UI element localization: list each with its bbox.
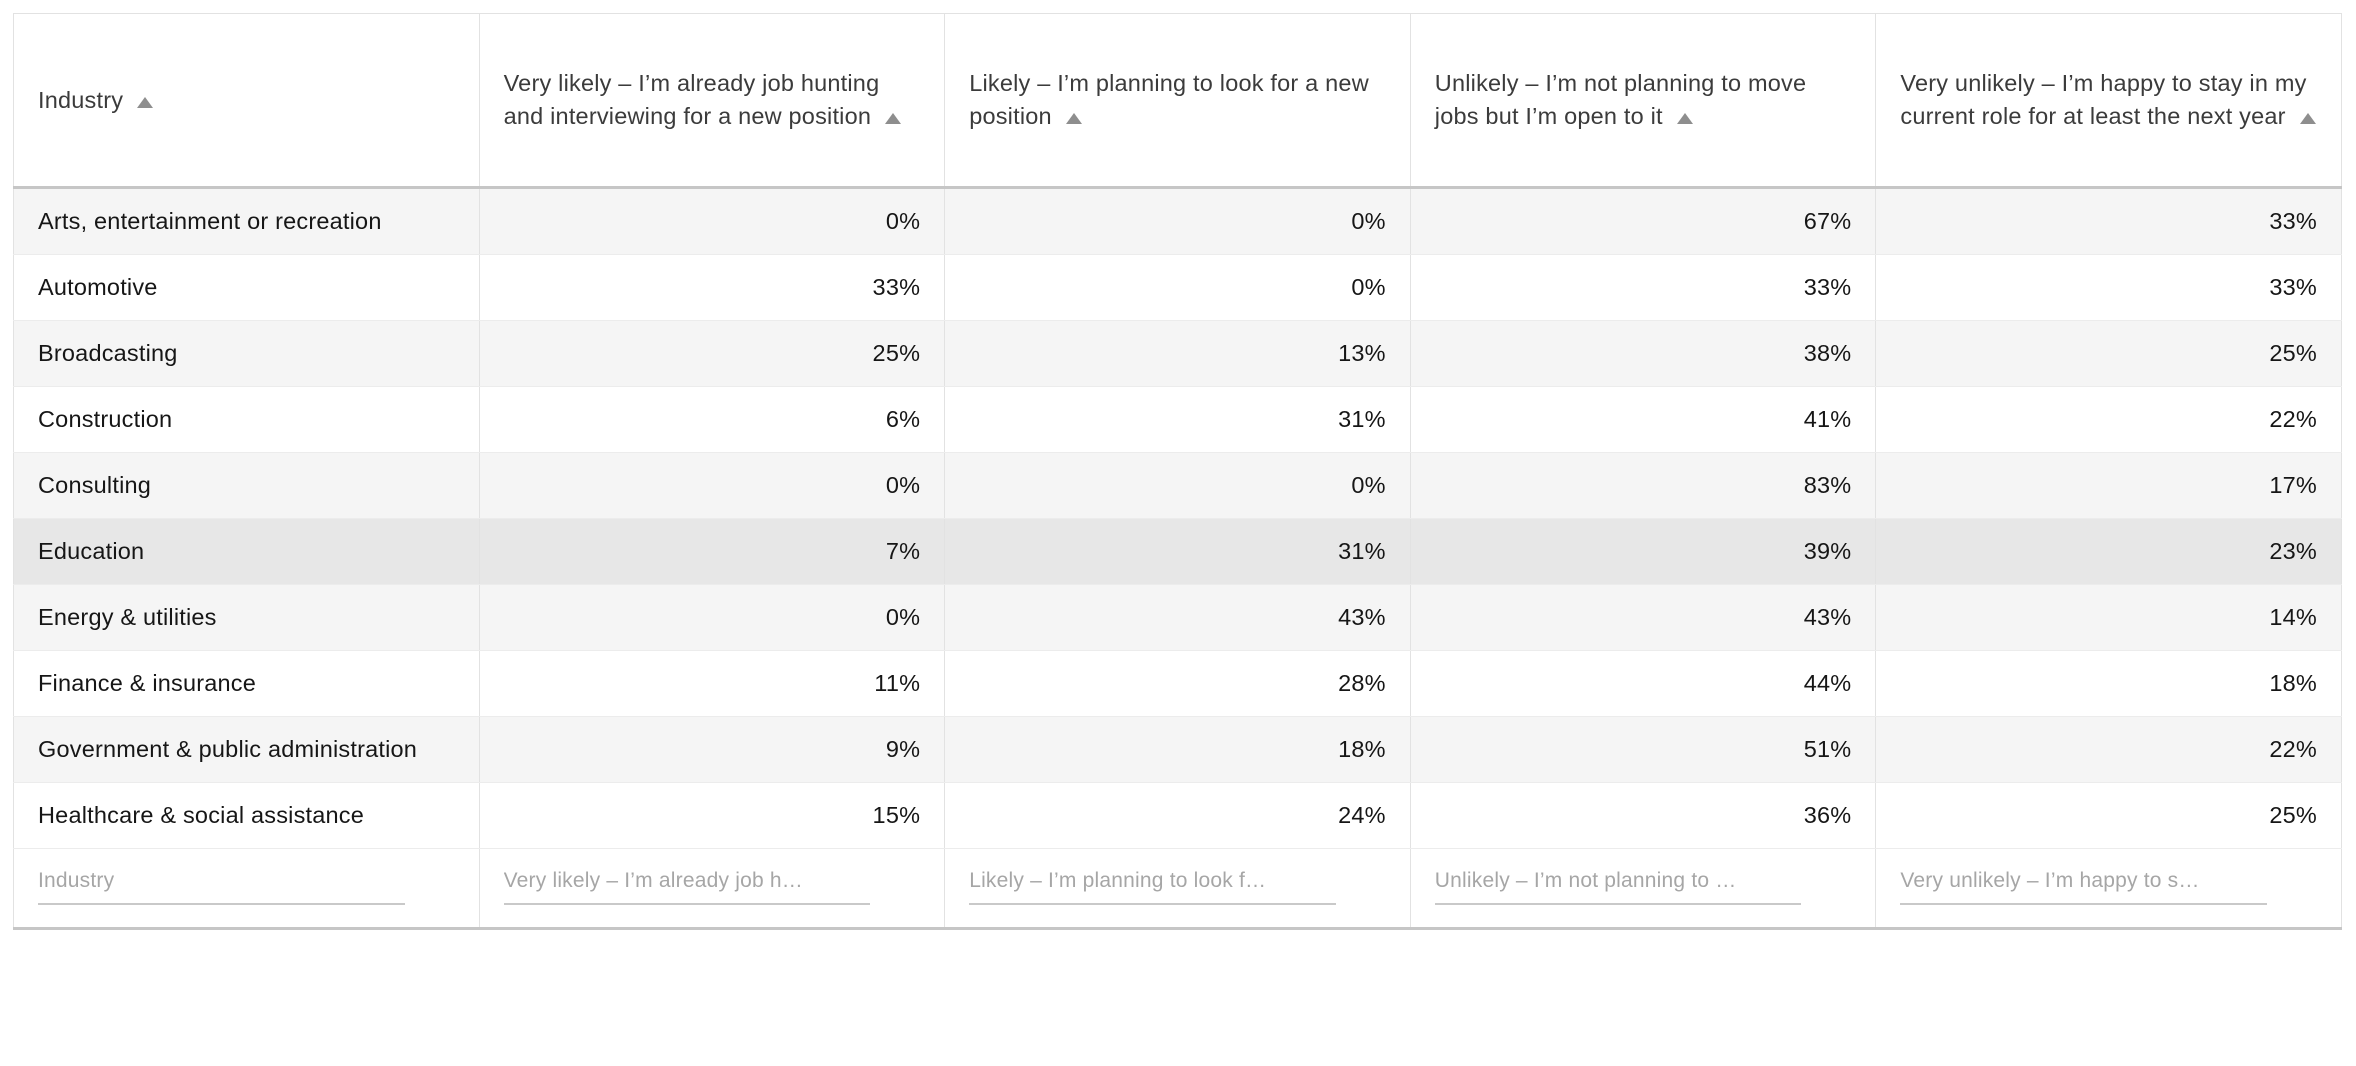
unlikely-value-cell: 51% — [1410, 716, 1877, 783]
very-likely-value-cell: 0% — [479, 452, 946, 519]
likely-value-cell: 18% — [944, 716, 1411, 783]
filter-input-very-unlikely[interactable] — [1900, 867, 2267, 905]
table-row[interactable]: Consulting 0% 0% 83% 17% — [13, 452, 2342, 519]
unlikely-value-cell: 39% — [1410, 518, 1877, 585]
very-likely-value-cell: 25% — [479, 320, 946, 387]
unlikely-value-cell: 38% — [1410, 320, 1877, 387]
filter-cell-industry — [13, 848, 480, 929]
sort-ascending-icon — [137, 96, 154, 108]
header-row: Industry Very likely – I’m already job h… — [13, 13, 2342, 189]
unlikely-value-cell: 43% — [1410, 584, 1877, 651]
likely-value-cell: 0% — [944, 254, 1411, 321]
filter-cell-unlikely — [1410, 848, 1877, 929]
filter-input-likely[interactable] — [969, 867, 1336, 905]
very-likely-value-cell: 7% — [479, 518, 946, 585]
industry-cell: Healthcare & social assistance — [13, 782, 480, 849]
sort-ascending-icon — [2299, 113, 2316, 124]
industry-cell: Construction — [13, 386, 480, 453]
column-header-label: Industry — [38, 86, 124, 113]
unlikely-value-cell: 44% — [1410, 650, 1877, 717]
very-unlikely-value-cell: 22% — [1875, 386, 2342, 453]
very-unlikely-value-cell: 23% — [1875, 518, 2342, 585]
unlikely-value-cell: 36% — [1410, 782, 1877, 849]
column-header-label: Unlikely – I’m not planning to move jobs… — [1434, 70, 1807, 129]
very-unlikely-value-cell: 25% — [1875, 782, 2342, 849]
very-unlikely-value-cell: 18% — [1875, 650, 2342, 717]
column-header-likely[interactable]: Likely – I’m planning to look for a new … — [944, 13, 1411, 189]
column-header-label: Very likely – I’m already job hunting an… — [503, 70, 880, 129]
industry-cell: Broadcasting — [13, 320, 480, 387]
column-header-very-unlikely[interactable]: Very unlikely – I’m happy to stay in my … — [1875, 13, 2342, 189]
likely-value-cell: 24% — [944, 782, 1411, 849]
column-header-industry[interactable]: Industry — [13, 13, 480, 189]
unlikely-value-cell: 67% — [1410, 187, 1877, 255]
table-row[interactable]: Government & public administration 9% 18… — [13, 716, 2342, 783]
column-header-very-likely[interactable]: Very likely – I’m already job hunting an… — [479, 13, 946, 189]
very-unlikely-value-cell: 25% — [1875, 320, 2342, 387]
very-unlikely-value-cell: 33% — [1875, 254, 2342, 321]
likely-value-cell: 31% — [944, 386, 1411, 453]
unlikely-value-cell: 33% — [1410, 254, 1877, 321]
table-row[interactable]: Education 7% 31% 39% 23% — [13, 518, 2342, 585]
table-row[interactable]: Arts, entertainment or recreation 0% 0% … — [13, 187, 2342, 255]
table-row[interactable]: Healthcare & social assistance 15% 24% 3… — [13, 782, 2342, 849]
industry-cell: Automotive — [13, 254, 480, 321]
filter-cell-likely — [944, 848, 1411, 929]
unlikely-value-cell: 83% — [1410, 452, 1877, 519]
industry-cell: Education — [13, 518, 480, 585]
table-row[interactable]: Finance & insurance 11% 28% 44% 18% — [13, 650, 2342, 717]
filter-input-unlikely[interactable] — [1434, 867, 1802, 905]
likely-value-cell: 0% — [944, 187, 1411, 255]
filter-row-container — [13, 848, 2342, 929]
table-row[interactable]: Construction 6% 31% 41% 22% — [13, 386, 2342, 453]
filter-input-industry[interactable] — [38, 867, 405, 905]
filter-cell-very-unlikely — [1875, 848, 2342, 929]
sort-ascending-icon — [1676, 113, 1693, 124]
likely-value-cell: 13% — [944, 320, 1411, 387]
very-unlikely-value-cell: 22% — [1875, 716, 2342, 783]
likely-value-cell: 0% — [944, 452, 1411, 519]
table-row[interactable]: Broadcasting 25% 13% 38% 25% — [13, 320, 2342, 387]
column-header-label: Likely – I’m planning to look for a new … — [969, 70, 1369, 129]
likely-value-cell: 43% — [944, 584, 1411, 651]
likely-value-cell: 28% — [944, 650, 1411, 717]
very-likely-value-cell: 11% — [479, 650, 946, 717]
industry-cell: Government & public administration — [13, 716, 480, 783]
filter-input-very-likely[interactable] — [503, 867, 871, 905]
very-likely-value-cell: 0% — [479, 584, 946, 651]
table-row[interactable]: Energy & utilities 0% 43% 43% 14% — [13, 584, 2342, 651]
very-likely-value-cell: 15% — [479, 782, 946, 849]
industry-cell: Consulting — [13, 452, 480, 519]
industry-cell: Finance & insurance — [13, 650, 480, 717]
very-likely-value-cell: 33% — [479, 254, 946, 321]
very-unlikely-value-cell: 33% — [1875, 187, 2342, 255]
industry-cell: Arts, entertainment or recreation — [13, 187, 480, 255]
sort-ascending-icon — [885, 113, 902, 124]
very-likely-value-cell: 9% — [479, 716, 946, 783]
very-likely-value-cell: 6% — [479, 386, 946, 453]
industry-cell: Energy & utilities — [13, 584, 480, 651]
table-body: Arts, entertainment or recreation 0% 0% … — [13, 187, 2342, 849]
likely-value-cell: 31% — [944, 518, 1411, 585]
column-header-label: Very unlikely – I’m happy to stay in my … — [1900, 70, 2307, 129]
very-unlikely-value-cell: 17% — [1875, 452, 2342, 519]
sort-ascending-icon — [1065, 113, 1082, 124]
very-unlikely-value-cell: 14% — [1875, 584, 2342, 651]
unlikely-value-cell: 41% — [1410, 386, 1877, 453]
industry-likelihood-table: Industry Very likely – I’m already job h… — [13, 13, 2342, 930]
table-header: Industry Very likely – I’m already job h… — [13, 13, 2342, 189]
filter-cell-very-likely — [479, 848, 946, 929]
column-header-unlikely[interactable]: Unlikely – I’m not planning to move jobs… — [1410, 13, 1877, 189]
filter-row — [13, 848, 2342, 929]
very-likely-value-cell: 0% — [479, 187, 946, 255]
table-row[interactable]: Automotive 33% 0% 33% 33% — [13, 254, 2342, 321]
